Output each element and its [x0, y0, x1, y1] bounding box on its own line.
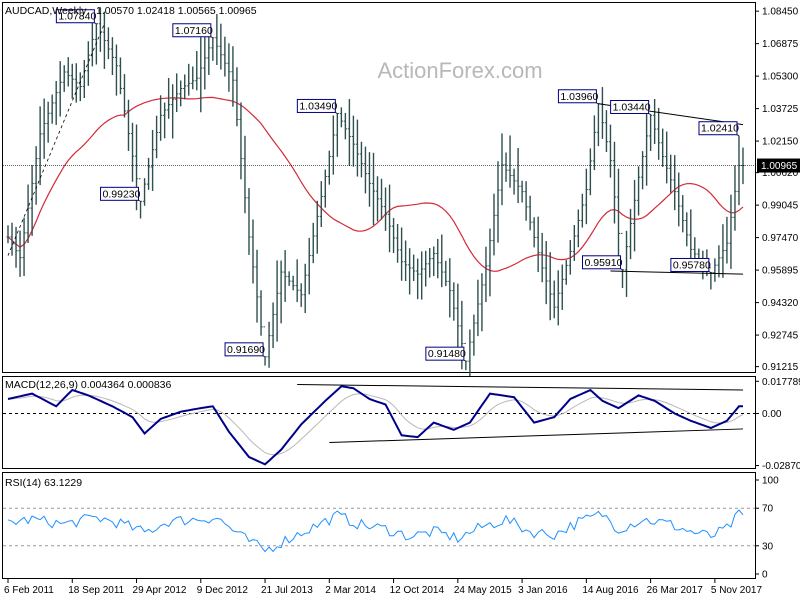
price-annotation: 0.91480: [426, 347, 466, 361]
price-annotation-label: 1.02410: [701, 123, 739, 135]
macd-tick-label: -0.028702: [762, 461, 800, 472]
x-tick-label: 3 Jan 2016: [518, 585, 568, 596]
price-annotation: 0.95780: [671, 258, 711, 272]
x-tick-label: 6 Feb 2011: [4, 585, 54, 596]
price-tick-label: 1.06875: [762, 39, 799, 50]
price-tick-label: 1.02150: [762, 137, 799, 148]
price-chart-title: AUDCAD,Weekly: [5, 5, 87, 17]
x-tick-label: 29 Apr 2012: [133, 585, 187, 596]
rsi-panel: RSI(14) 63.1229 100 70 30 0: [3, 473, 780, 581]
price-tick-label: 0.99045: [762, 201, 799, 212]
x-tick-label: 18 Sep 2011: [68, 585, 124, 596]
price-tick-label: 0.95895: [762, 266, 799, 277]
price-annotation: 1.03490: [297, 99, 337, 113]
price-annotation-label: 0.91480: [428, 348, 466, 360]
watermark-text: ActionForex.com: [377, 58, 542, 83]
price-annotation-label: 0.99230: [103, 188, 141, 200]
price-tick-label: 1.05300: [762, 72, 799, 83]
price-tick-label: 1.08450: [762, 7, 799, 18]
price-annotation: 0.99230: [101, 187, 141, 201]
price-annotation-label: 0.95910: [585, 257, 623, 269]
rsi-tick-label: 100: [762, 476, 779, 487]
rsi-tick-label: 70: [762, 504, 774, 515]
price-tick-label: 0.97470: [762, 233, 799, 244]
rsi-tick-label: 30: [762, 541, 774, 552]
rsi-title: RSI(14) 63.1229: [5, 477, 82, 489]
price-annotation: 1.03960: [558, 90, 598, 104]
price-tick-label: 1.03725: [762, 104, 799, 115]
price-tick-label: 0.92745: [762, 331, 799, 342]
current-price-badge: 1.00965: [757, 159, 800, 173]
price-annotation-label: 1.03440: [613, 101, 651, 113]
rsi-tick-label: 0: [762, 570, 768, 581]
price-tick-label: 0.94320: [762, 298, 799, 309]
x-tick-label: 26 Mar 2017: [647, 585, 704, 596]
price-ohlc-readout: 1.00570 1.02418 1.00565 1.00965: [96, 5, 257, 17]
price-panel: ActionForex.com 1.078401.071600.992301.0…: [3, 3, 800, 381]
price-annotation: 1.07160: [173, 24, 213, 38]
price-annotation-label: 1.03490: [299, 100, 337, 112]
x-tick-label: 5 Nov 2017: [711, 585, 763, 596]
x-tick-label: 9 Dec 2012: [197, 585, 249, 596]
price-annotation: 1.03440: [611, 100, 651, 114]
x-tick-label: 14 Aug 2016: [582, 585, 639, 596]
price-annotation-label: 0.91690: [227, 344, 265, 356]
price-annotation: 0.91690: [225, 343, 265, 357]
x-tick-label: 21 Jul 2013: [261, 585, 313, 596]
current-price-label: 1.00965: [761, 161, 798, 172]
macd-title: MACD(12,26,9) 0.004364 0.000836: [5, 379, 172, 391]
macd-tick-label: 0.00: [762, 409, 782, 420]
price-annotation: 1.02410: [699, 122, 739, 136]
price-annotation-label: 1.03960: [560, 91, 598, 103]
price-annotation-label: 0.95780: [673, 259, 711, 271]
macd-tick-label: 0.017789: [762, 377, 800, 388]
price-tick-label: 0.91215: [762, 362, 799, 373]
x-tick-label: 24 May 2015: [454, 585, 512, 596]
price-annotation-label: 1.07160: [175, 25, 213, 37]
price-annotation: 0.95910: [583, 256, 623, 270]
macd-panel: MACD(12,26,9) 0.004364 0.000836 0.017789…: [3, 377, 800, 473]
x-tick-label: 12 Oct 2014: [390, 585, 445, 596]
x-tick-label: 2 Mar 2014: [325, 585, 376, 596]
